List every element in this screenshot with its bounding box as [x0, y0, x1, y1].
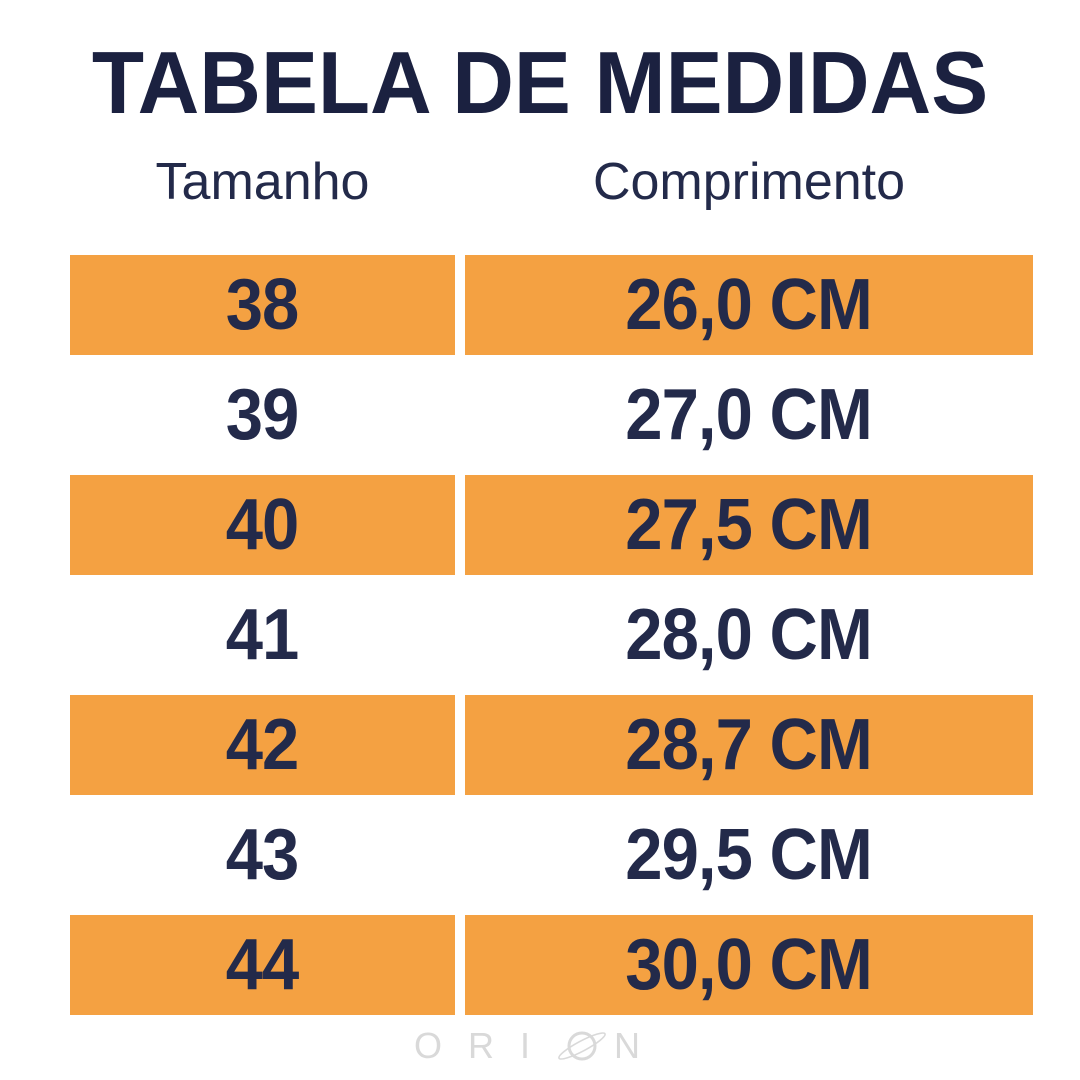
- size-cell: 44: [70, 915, 455, 1015]
- brand-logo: ORI N: [0, 1020, 1080, 1072]
- length-cell: 28,7 CM: [465, 695, 1033, 795]
- table-row: 41 28,0 CM: [70, 585, 1033, 685]
- size-cell: 43: [70, 805, 455, 905]
- length-cell: 27,5 CM: [465, 475, 1033, 575]
- size-value: 40: [226, 485, 300, 565]
- table-row: 43 29,5 CM: [70, 805, 1033, 905]
- size-table: 38 26,0 CM 39 27,0 CM 40 27,5 CM: [70, 255, 1033, 1015]
- table-row: 44 30,0 CM: [70, 915, 1033, 1015]
- page-title: TABELA DE MEDIDAS: [0, 32, 1080, 134]
- length-value: 30,0 CM: [625, 925, 873, 1005]
- table-row: 39 27,0 CM: [70, 365, 1033, 465]
- size-cell: 41: [70, 585, 455, 685]
- size-value: 41: [226, 595, 300, 675]
- size-value: 44: [226, 925, 300, 1005]
- length-value: 27,5 CM: [625, 485, 873, 565]
- length-value: 27,0 CM: [625, 375, 873, 455]
- length-value: 26,0 CM: [625, 265, 873, 345]
- length-value: 28,7 CM: [625, 705, 873, 785]
- table-row: 42 28,7 CM: [70, 695, 1033, 795]
- size-value: 39: [226, 375, 300, 455]
- size-value: 42: [226, 705, 300, 785]
- length-cell: 27,0 CM: [465, 365, 1033, 465]
- length-cell: 30,0 CM: [465, 915, 1033, 1015]
- length-cell: 26,0 CM: [465, 255, 1033, 355]
- length-cell: 29,5 CM: [465, 805, 1033, 905]
- page-title-text: TABELA DE MEDIDAS: [91, 33, 989, 132]
- size-cell: 38: [70, 255, 455, 355]
- saturn-planet-icon: [558, 1031, 606, 1061]
- brand-letters-before: ORI: [413, 1025, 556, 1066]
- column-headers: Tamanho Comprimento: [70, 152, 1033, 212]
- column-header-length: Comprimento: [592, 153, 906, 211]
- size-cell: 40: [70, 475, 455, 575]
- size-cell: 39: [70, 365, 455, 465]
- table-row: 38 26,0 CM: [70, 255, 1033, 355]
- length-value: 29,5 CM: [625, 815, 873, 895]
- size-value: 38: [226, 265, 300, 345]
- column-header-size: Tamanho: [155, 153, 370, 211]
- brand-letters-after: N: [614, 1025, 666, 1066]
- size-value: 43: [226, 815, 300, 895]
- table-row: 40 27,5 CM: [70, 475, 1033, 575]
- size-cell: 42: [70, 695, 455, 795]
- length-value: 28,0 CM: [625, 595, 873, 675]
- length-cell: 28,0 CM: [465, 585, 1033, 685]
